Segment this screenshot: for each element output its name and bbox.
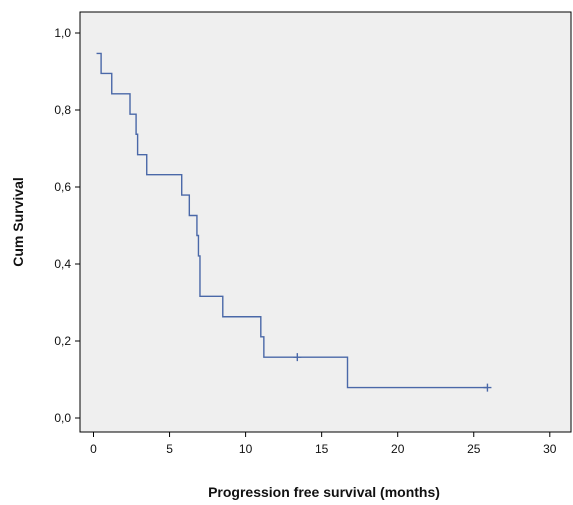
x-axis: 0 5 10 15 20 25 30 <box>90 432 557 456</box>
x-tick-label: 20 <box>391 442 405 456</box>
survival-step-line <box>96 52 488 389</box>
censor-mark <box>483 383 492 392</box>
y-tick-label: 0,6 <box>54 180 71 194</box>
y-tick-label: 0,4 <box>54 257 71 271</box>
y-axis: 0,0 0,2 0,4 0,6 0,8 1,0 <box>54 26 80 425</box>
x-tick-label: 5 <box>166 442 173 456</box>
x-tick-label: 10 <box>239 442 253 456</box>
censor-mark <box>293 353 302 362</box>
x-axis-title: Progression free survival (months) <box>208 484 440 500</box>
survival-curve <box>96 52 492 392</box>
x-tick-label: 30 <box>543 442 557 456</box>
y-tick-label: 0,2 <box>54 334 71 348</box>
plot-area <box>79 11 572 433</box>
y-tick-label: 0,8 <box>54 103 71 117</box>
y-axis-title: Cum Survival <box>10 177 26 266</box>
x-tick-label: 25 <box>467 442 481 456</box>
x-tick-label: 15 <box>315 442 329 456</box>
x-tick-label: 0 <box>90 442 97 456</box>
y-tick-label: 0,0 <box>54 411 71 425</box>
y-tick-label: 1,0 <box>54 26 71 40</box>
